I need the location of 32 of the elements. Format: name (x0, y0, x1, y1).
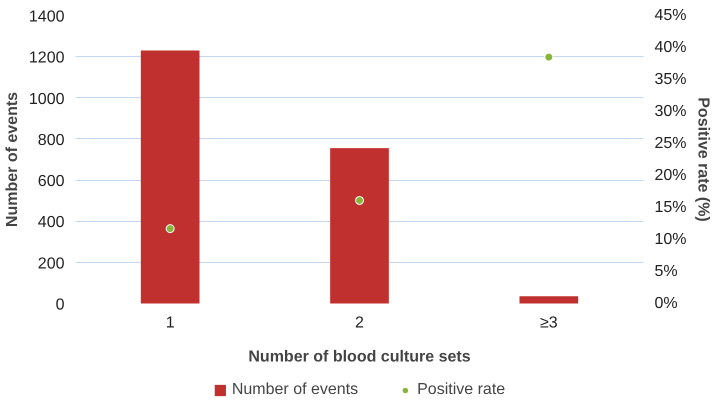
y-axis-title: Number of events (4, 92, 21, 228)
y-tick-label: 1200 (28, 50, 65, 67)
bar (140, 50, 200, 304)
y2-tick-label: 25% (654, 135, 687, 152)
y2-tick-label: 45% (654, 7, 687, 24)
x-tick-label: ≥3 (540, 314, 558, 332)
y2-tick-label: 30% (654, 103, 687, 120)
y-tick-label: 1000 (28, 90, 65, 108)
y2-tick-label: 10% (654, 231, 687, 248)
point (166, 224, 175, 234)
y-tick-label: 800 (38, 132, 65, 149)
y-tick-label: 200 (38, 255, 65, 272)
y2-tick-label: 40% (654, 39, 687, 56)
bar (519, 296, 578, 304)
y2-tick-label: 35% (654, 71, 687, 88)
bar (330, 148, 389, 304)
legend-label: Number of events (232, 381, 358, 399)
y-tick-label: 400 (38, 214, 65, 232)
y2-tick-label: 5% (654, 263, 678, 280)
y-tick-label: 1400 (28, 8, 65, 26)
y2-tick-label: 0% (654, 295, 678, 312)
y-tick-label: 600 (38, 173, 65, 190)
point (544, 52, 554, 62)
x-tick-label: 2 (355, 314, 364, 332)
legend-label: Positive rate (417, 381, 506, 399)
point (355, 196, 364, 205)
y2-tick-label: 15% (654, 199, 687, 216)
y-tick-label: 0 (56, 296, 65, 314)
y2-axis-title: Positive rate (%) (694, 97, 712, 222)
x-axis-title: Number of blood culture sets (248, 348, 471, 366)
y2-tick-label: 20% (654, 167, 687, 184)
x-tick-label: 1 (166, 314, 175, 332)
